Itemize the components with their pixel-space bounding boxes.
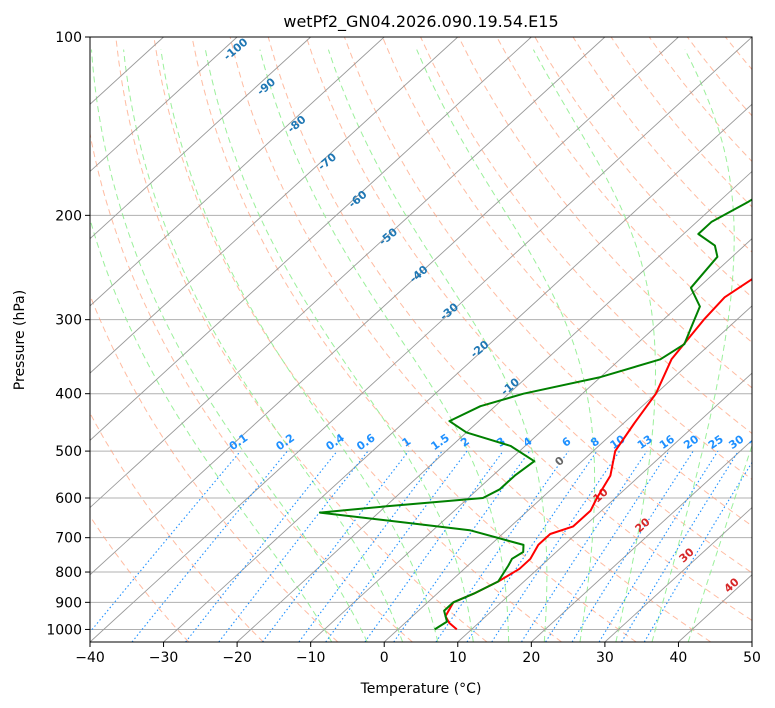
- isotherm: [90, 37, 459, 374]
- skewed-isotherms: [90, 37, 752, 642]
- isotherm: [531, 439, 752, 642]
- dry-adiabat: [90, 515, 190, 642]
- mixing-ratio-line: [435, 450, 569, 642]
- isotherm: [90, 37, 385, 307]
- x-axis-ticks: −40 −30 −20 −10 0 10 20 30 40 50: [75, 642, 761, 666]
- x-tick-label: −40: [75, 650, 105, 666]
- moist-adiabat: [90, 217, 333, 642]
- mixing-ratio-line: [393, 450, 531, 642]
- mixing-ratio-line: [466, 450, 598, 642]
- x-tick-label: −30: [149, 650, 179, 666]
- y-tick-label: 1000: [46, 622, 82, 638]
- y-tick-label: 800: [55, 565, 82, 581]
- mixing-ratio-line: [598, 450, 719, 642]
- dry-adiabat: [153, 37, 562, 642]
- y-axis-ticks: 1000 900 800 700 600 500 400 300 200 100: [46, 30, 90, 638]
- y-axis-label: Pressure (hPa): [12, 290, 28, 390]
- dry-adiabat: [305, 37, 752, 574]
- dry-adiabat: [90, 131, 413, 642]
- sounding-profiles: [318, 198, 752, 631]
- y-tick-label: 900: [55, 595, 82, 611]
- isotherm: [90, 37, 679, 576]
- isotherm: [163, 103, 752, 642]
- mixing-ratio-line: [131, 450, 288, 642]
- moist-adiabat: [204, 49, 474, 642]
- y-tick-label: 300: [55, 313, 82, 329]
- isotherm: [457, 372, 752, 642]
- moist-adiabat: [532, 49, 656, 642]
- x-tick-label: −10: [296, 650, 326, 666]
- isotherm: [604, 506, 752, 642]
- moist-adiabat: [160, 49, 439, 642]
- moist-adiabat: [687, 444, 752, 642]
- dry-adiabat: [534, 37, 752, 298]
- isotherm: [90, 37, 532, 441]
- isotherm: [236, 170, 752, 642]
- chart-title: wetPf2_GN04.2026.090.19.54.E15: [283, 12, 558, 32]
- isotherm: [383, 305, 752, 642]
- moist-adiabat: [651, 49, 735, 642]
- moist-adiabat: [327, 49, 548, 642]
- mixing-ratio-line: [364, 450, 504, 642]
- mixing-ratio-line: [90, 450, 241, 633]
- mixing-ratio-line: [521, 450, 648, 642]
- mixing-ratio-line: [545, 450, 670, 642]
- mixing-ratio-line: [571, 450, 694, 642]
- dry-adiabat: [191, 37, 637, 642]
- y-tick-label: 500: [55, 444, 82, 460]
- mixing-ratio-line: [621, 450, 739, 642]
- isotherm: [90, 37, 238, 173]
- moist-adiabat: [416, 49, 596, 642]
- x-tick-label: 20: [522, 650, 540, 666]
- y-tick-label: 200: [55, 208, 82, 224]
- y-tick-label: 400: [55, 387, 82, 403]
- x-tick-label: 10: [449, 650, 467, 666]
- mixing-ratio-line: [262, 450, 409, 642]
- plot-frame: [89, 36, 753, 643]
- x-tick-label: −20: [222, 650, 252, 666]
- isotherm: [90, 37, 752, 642]
- dry-adiabat: [115, 37, 488, 642]
- mixing-ratio-line: [298, 450, 443, 642]
- y-tick-label: 100: [55, 30, 82, 46]
- isotherm: [90, 37, 311, 240]
- dry-adiabat: [90, 412, 264, 642]
- mixing-ratio-line: [325, 450, 468, 642]
- mixing-ratio-line: [491, 450, 621, 642]
- x-tick-label: 40: [670, 650, 688, 666]
- isotherm: [90, 37, 606, 509]
- isotherm: [310, 238, 752, 642]
- x-tick-label: 0: [380, 650, 389, 666]
- plot-area: 0.10.20.40.611.52346810131620253036-100-…: [90, 37, 767, 642]
- moist-adiabat: [91, 49, 368, 642]
- y-tick-label: 600: [55, 491, 82, 507]
- moist-adiabat: [123, 49, 404, 642]
- dry-adiabat: [267, 37, 752, 622]
- mixing-ratio-label: 36: [747, 432, 767, 452]
- y-tick-label: 700: [55, 531, 82, 547]
- mixing-ratio-lines: [90, 450, 752, 642]
- x-tick-label: 50: [743, 650, 761, 666]
- moist-adiabats: [90, 49, 752, 642]
- x-axis-label: Temperature (°C): [360, 681, 482, 697]
- moist-adiabat: [259, 49, 510, 642]
- x-tick-label: 30: [596, 650, 614, 666]
- dewpoint-profile: [318, 198, 752, 631]
- mixing-ratio-line: [185, 450, 338, 642]
